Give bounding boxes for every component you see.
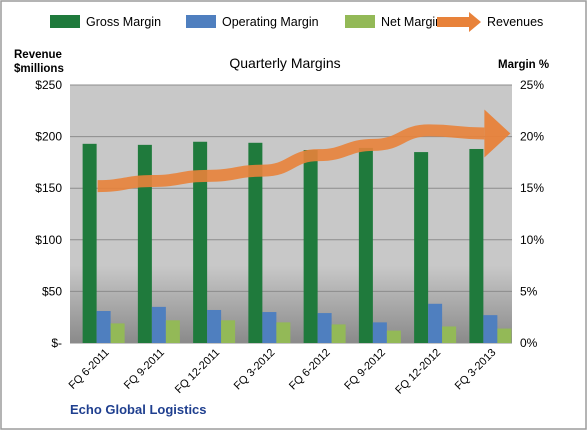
bar-operating-margin [428,303,443,343]
legend-label: Gross Margin [86,15,161,29]
legend-label: Net Margin [381,15,442,29]
bar-net-margin [221,320,236,343]
bar-net-margin [331,324,346,343]
legend-label: Operating Margin [222,15,319,29]
bar-operating-margin [317,313,332,343]
bar-net-margin [497,328,512,343]
legend-swatch-revenues-arrow [437,12,481,32]
left-tick-label: $100 [35,233,62,247]
right-axis-ticks: 0% 5% 10% 15% 20% 25% [520,78,544,350]
chart-title: Quarterly Margins [229,55,340,71]
right-tick-label: 20% [520,130,544,144]
bars [82,141,512,343]
left-tick-label: $250 [35,78,62,92]
bar-operating-margin [372,322,387,343]
legend-swatch-net-margin [345,15,375,28]
bar-operating-margin [96,311,111,343]
right-axis-label: Margin % [498,59,549,71]
bar-gross-margin [469,148,484,343]
bar-gross-margin [82,143,97,343]
right-tick-label: 0% [520,336,538,350]
left-axis-label-line1: Revenue [14,49,62,61]
bar-operating-margin [262,312,277,343]
revenue-line [97,109,511,193]
right-tick-label: 25% [520,78,544,92]
bar-gross-margin [358,147,373,343]
left-tick-label: $50 [42,284,62,298]
bar-net-margin [442,326,457,343]
plot-area [70,85,512,343]
bar-gross-margin [303,150,318,343]
revenue-line-path [97,124,485,193]
legend-label: Revenues [487,15,543,29]
left-tick-label: $200 [35,130,62,144]
bar-net-margin [276,322,291,343]
bar-operating-margin [151,306,166,343]
right-tick-label: 10% [520,233,544,247]
bar-net-margin [386,330,401,343]
left-tick-label: $- [51,336,62,350]
bar-gross-margin [137,144,152,343]
bar-gross-margin [193,141,208,343]
revenue-arrowhead [484,109,511,158]
bar-operating-margin [207,309,222,343]
legend: Gross Margin Operating Margin Net Margin Re… [50,12,543,32]
bar-gross-margin [248,142,263,343]
legend-swatch-operating-margin [186,15,216,28]
bar-gross-margin [414,152,429,343]
right-tick-label: 15% [520,181,544,195]
left-tick-label: $150 [35,181,62,195]
bar-net-margin [110,323,125,343]
left-axis-label-line2: $millions [14,63,64,75]
right-tick-label: 5% [520,284,538,298]
bar-net-margin [165,320,180,343]
legend-swatch-gross-margin [50,15,80,28]
bar-operating-margin [483,315,498,343]
left-axis-ticks: $- $50 $100 $150 $200 $250 [35,78,62,350]
source-label: Echo Global Logistics [70,402,207,417]
